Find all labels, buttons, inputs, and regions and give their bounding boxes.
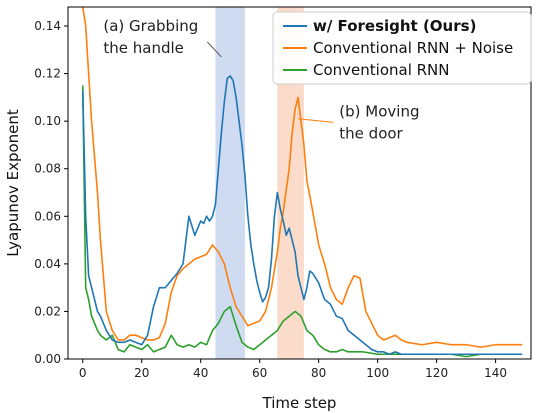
x-tick-label: 0 — [79, 366, 87, 380]
x-tick-label: 40 — [193, 366, 208, 380]
plot-frame — [67, 6, 532, 360]
x-tick-label: 20 — [134, 366, 149, 380]
legend-box — [272, 11, 532, 85]
x-axis-ticks: 0 20 40 60 80 100 120 140 — [79, 359, 507, 380]
x-tick-label: 60 — [252, 366, 267, 380]
x-tick-label: 100 — [366, 366, 389, 380]
legend-label: w/ Foresight (Ours) — [313, 17, 476, 35]
y-tick-label: 0.04 — [34, 257, 61, 271]
annotation-text: the door — [339, 124, 403, 142]
y-axis-label: Lyapunov Exponent — [4, 109, 22, 257]
annotation-text: (b) Moving — [339, 102, 419, 120]
annotations: (a) Grabbing the handle (b) Moving the door — [103, 17, 419, 143]
legend-label: Conventional RNN + Noise — [313, 39, 513, 57]
series-line-3 — [81, 85, 523, 358]
y-axis-ticks: 0.00 0.02 0.04 0.06 0.08 0.10 0.12 0.14 — [34, 19, 68, 366]
x-tick-label: 120 — [425, 366, 448, 380]
annotation-text: (a) Grabbing — [103, 17, 198, 35]
y-tick-label: 0.14 — [34, 19, 61, 33]
shaded-region-1 — [215, 7, 245, 359]
series-lines — [81, 7, 523, 358]
y-tick-label: 0.08 — [34, 162, 61, 176]
legend: w/ Foresight (Ours) Conventional RNN + No… — [272, 11, 532, 85]
y-tick-label: 0.06 — [34, 209, 61, 223]
x-axis-label: Time step — [262, 394, 337, 412]
x-tick-label: 80 — [311, 366, 326, 380]
annotation-leader — [297, 118, 334, 123]
annotation-leader — [206, 41, 222, 58]
y-tick-label: 0.00 — [34, 352, 61, 366]
y-tick-label: 0.10 — [34, 114, 61, 128]
annotation-text: the handle — [103, 39, 184, 57]
x-tick-label: 140 — [484, 366, 507, 380]
y-tick-label: 0.02 — [34, 304, 61, 318]
series-line-1 — [81, 75, 523, 356]
y-tick-label: 0.12 — [34, 67, 61, 81]
series-line-2 — [81, 7, 523, 348]
legend-label: Conventional RNN — [313, 61, 450, 79]
